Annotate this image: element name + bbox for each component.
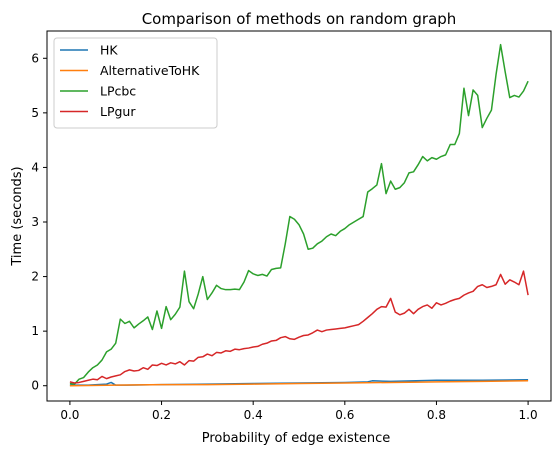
x-axis-label: Probability of edge existence	[202, 431, 390, 446]
y-tick-label: 3	[31, 215, 39, 229]
chart-title: Comparison of methods on random graph	[142, 10, 457, 28]
x-tick-label: 0.6	[335, 408, 354, 422]
series-line-3	[69, 270, 529, 384]
legend-label-1: AlternativeToHK	[100, 63, 200, 78]
legend-box	[53, 37, 218, 129]
legend-label-3: LPgur	[100, 104, 136, 119]
x-tick-label: 1.0	[519, 408, 538, 422]
y-tick-label: 5	[31, 106, 39, 120]
y-tick-label: 0	[31, 379, 39, 393]
series-line-2	[69, 43, 529, 385]
series-line-1	[69, 380, 529, 387]
legend-items: HK AlternativeToHK LPcbc LPgur	[60, 43, 200, 119]
y-tick-label: 4	[31, 160, 39, 174]
x-tick-label: 0.2	[152, 408, 171, 422]
legend-label-0: HK	[100, 43, 118, 58]
x-tick-label: 0.8	[427, 408, 446, 422]
legend-label-2: LPcbc	[100, 84, 136, 99]
y-tick-label: 1	[31, 324, 39, 338]
y-ticks: 0 1 2 3 4 5 6	[31, 51, 47, 393]
plot-frame	[46, 30, 552, 402]
y-tick-label: 2	[31, 270, 39, 284]
legend: HK AlternativeToHK LPcbc LPgur	[53, 37, 218, 129]
x-tick-label: 0.0	[60, 408, 79, 422]
series-layer	[69, 43, 529, 387]
x-ticks: 0.0 0.2 0.4 0.6 0.8 1.0	[60, 401, 538, 422]
x-tick-label: 0.4	[244, 408, 263, 422]
y-tick-label: 6	[31, 51, 39, 65]
y-axis-label: Time (seconds)	[10, 166, 25, 266]
